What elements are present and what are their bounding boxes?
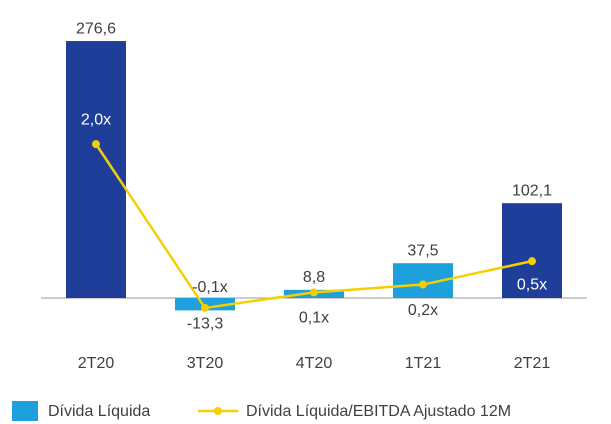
line-value-label: 0,1x xyxy=(299,310,329,327)
legend-label: Dívida Líquida xyxy=(48,403,150,420)
line-value-label: 0,2x xyxy=(408,302,438,319)
bar-value-label: 276,6 xyxy=(76,20,116,37)
bar xyxy=(502,203,562,299)
line-marker xyxy=(528,257,536,266)
line-value-label: 0,5x xyxy=(517,276,547,293)
line-marker xyxy=(92,140,100,149)
legend-swatch xyxy=(12,401,38,421)
x-tick-label: 2T21 xyxy=(514,355,551,372)
bar xyxy=(66,41,126,299)
x-tick-label: 1T21 xyxy=(405,355,442,372)
line-value-label: 2,0x xyxy=(81,111,111,128)
bar-value-label: -13,3 xyxy=(187,316,224,333)
line-marker xyxy=(201,303,209,312)
x-tick-label: 4T20 xyxy=(296,355,333,372)
x-tick-label: 2T20 xyxy=(78,355,115,372)
line-value-label: -0,1x xyxy=(192,279,228,296)
legend-label: Dívida Líquida/EBITDA Ajustado 12M xyxy=(246,403,511,420)
x-tick-label: 3T20 xyxy=(187,355,224,372)
bar-value-label: 8,8 xyxy=(303,269,325,286)
line-marker xyxy=(419,280,427,289)
line-marker xyxy=(310,288,318,297)
legend-marker xyxy=(214,407,222,415)
bar-value-label: 102,1 xyxy=(512,182,552,199)
bar-value-label: 37,5 xyxy=(407,242,438,259)
